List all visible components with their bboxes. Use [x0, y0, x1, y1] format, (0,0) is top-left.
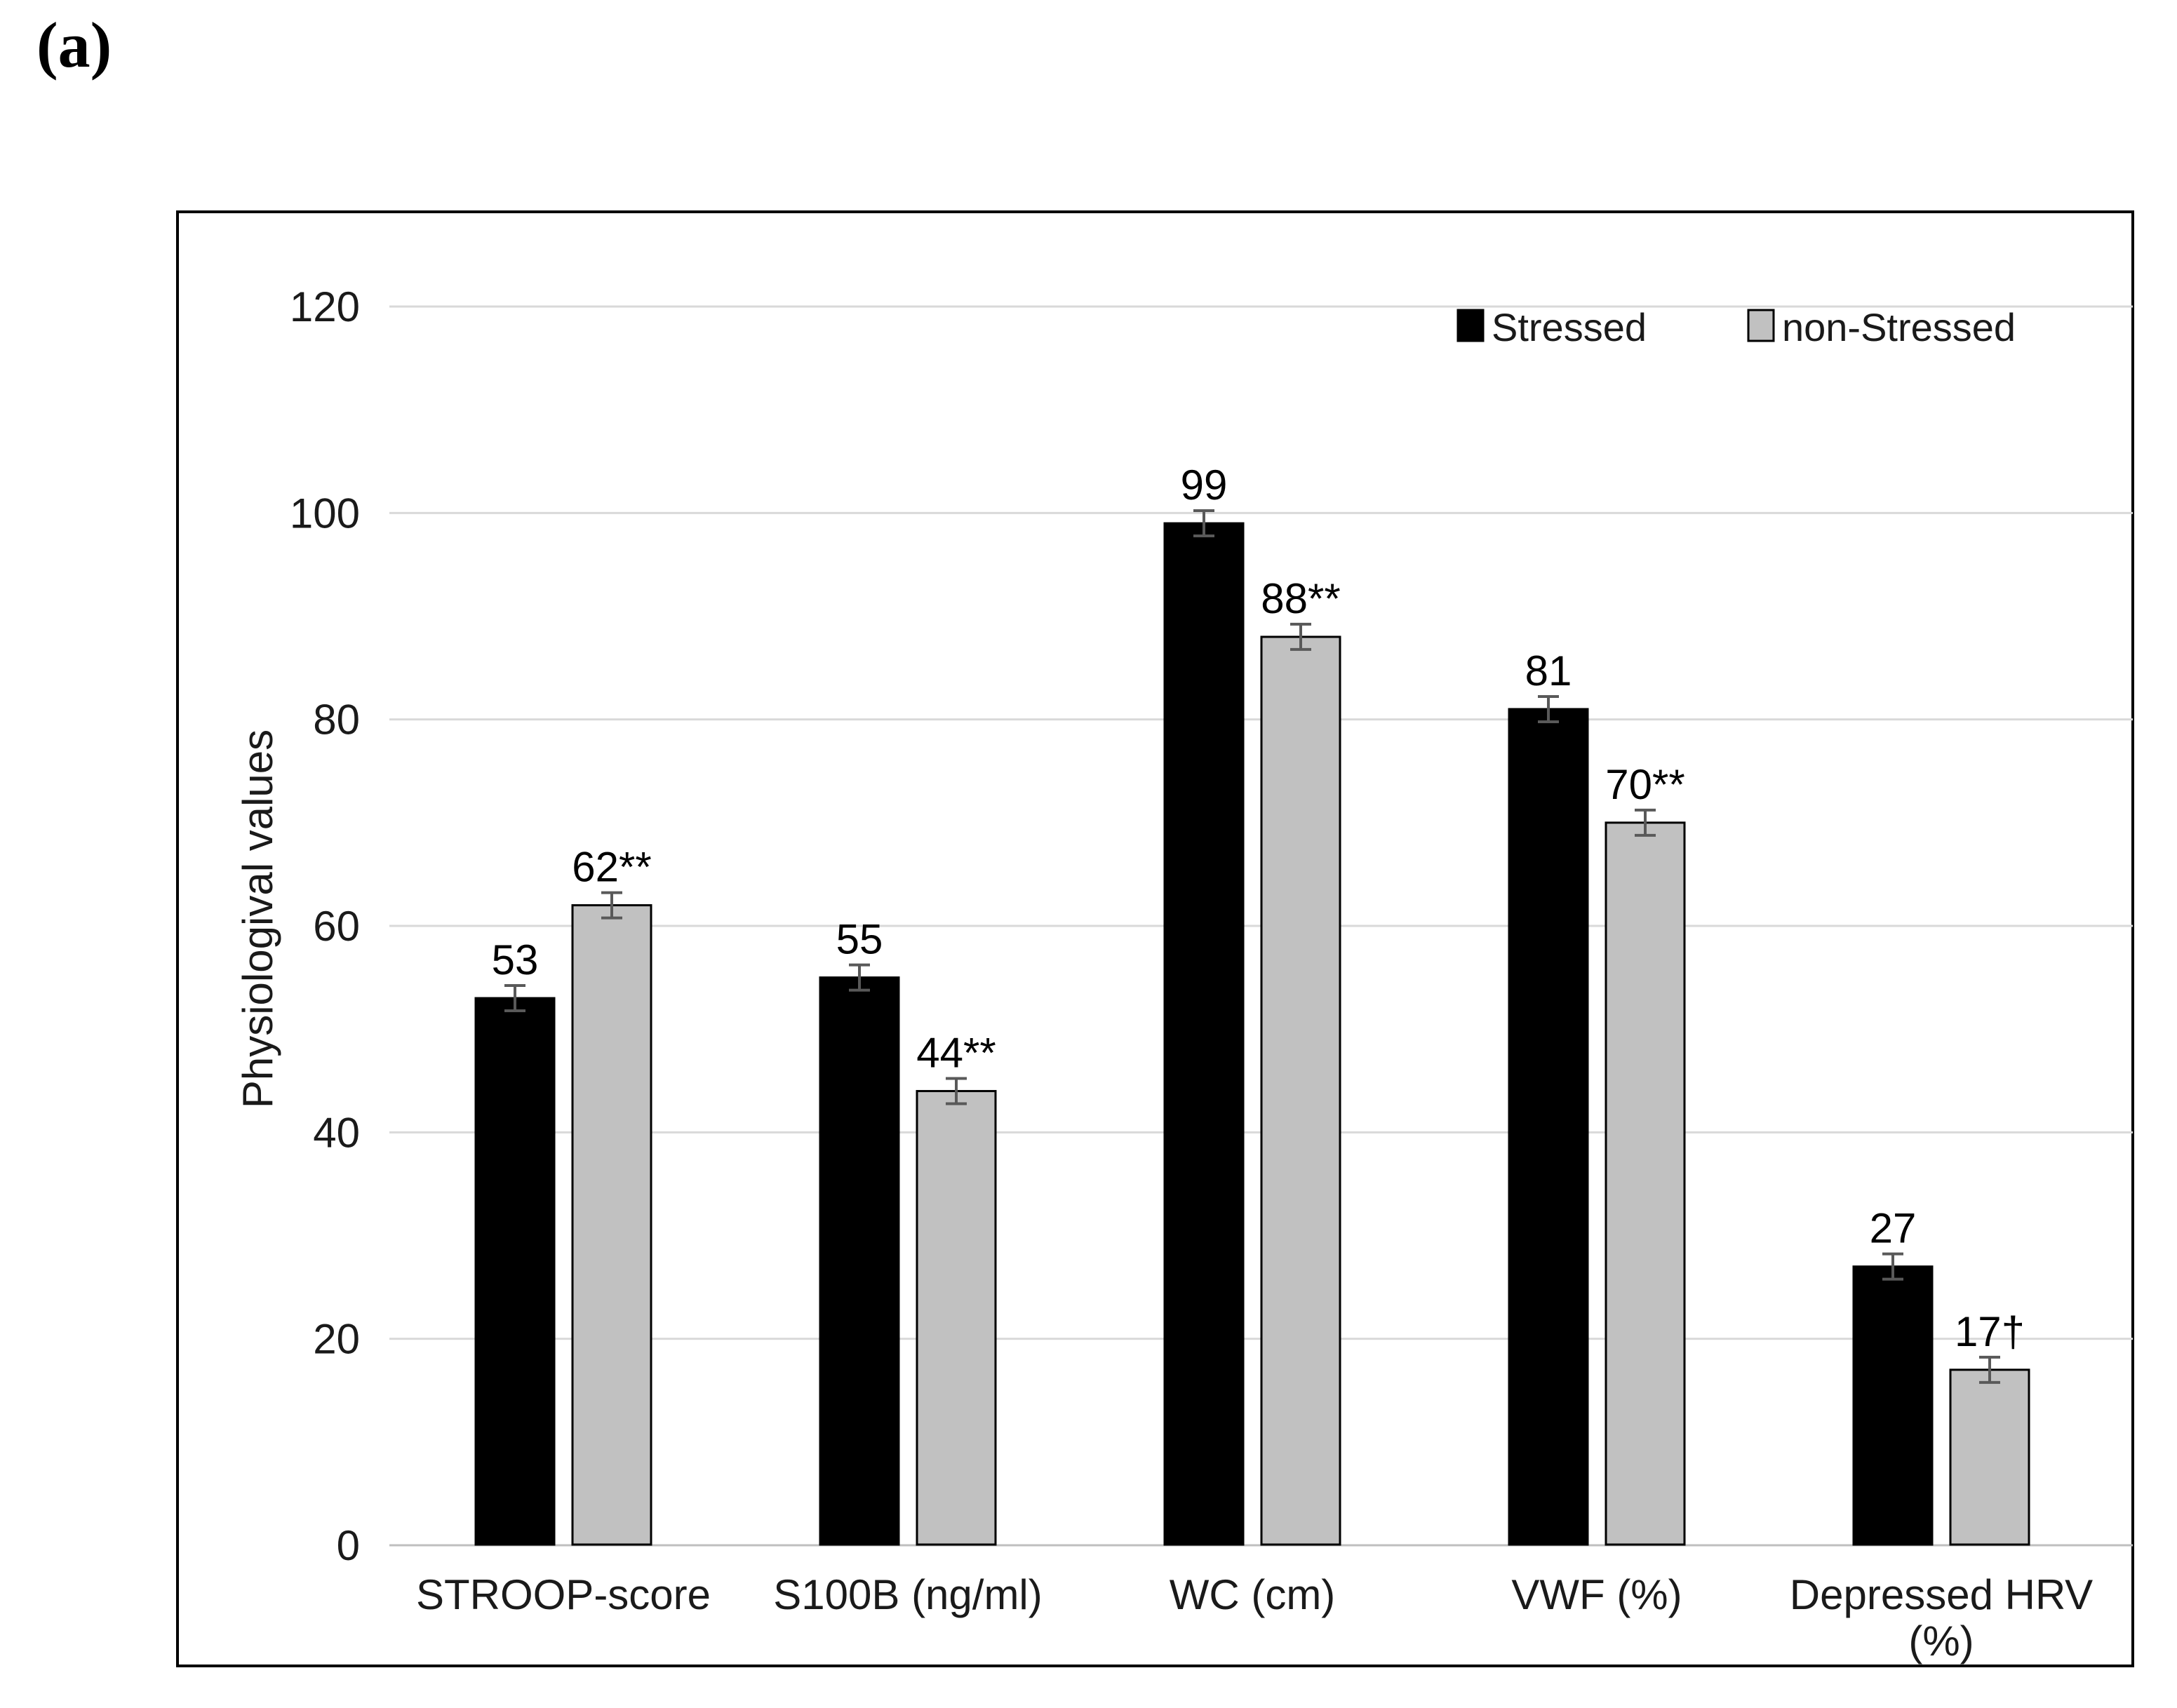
data-label-stressed-s100b-ng-ml: 55: [836, 916, 883, 963]
error-bar-non-stressed-s100b-ng-ml: [946, 1077, 967, 1105]
data-label-non-stressed-wc-cm: 88**: [1261, 575, 1340, 622]
x-category-label-stroop-score: STROOP-score: [416, 1571, 711, 1618]
panel-label: (a): [36, 9, 112, 81]
y-axis-title: Physiologival values: [234, 729, 281, 1108]
data-label-stressed-depressed-hrv: 27: [1870, 1205, 1917, 1252]
y-tick-label-120: 120: [290, 283, 360, 330]
error-bar-non-stressed-stroop-score: [601, 891, 622, 920]
bar-stressed-wc-cm: [1163, 522, 1245, 1546]
bar-non-stressed-wc-cm: [1260, 636, 1341, 1546]
error-bar-stressed-vwf: [1538, 694, 1559, 723]
data-label-stressed-vwf: 81: [1525, 647, 1572, 694]
legend-label-non-stressed: non-Stressed: [1782, 305, 2016, 349]
bar-non-stressed-depressed-hrv: [1949, 1369, 2030, 1546]
error-bar-stressed-stroop-score: [504, 984, 525, 1013]
data-label-non-stressed-vwf: 70**: [1605, 761, 1684, 808]
bar-stressed-depressed-hrv: [1852, 1265, 1934, 1546]
legend-marker-stressed: [1456, 309, 1485, 342]
bar-stressed-vwf: [1508, 708, 1589, 1546]
bar-stressed-s100b-ng-ml: [819, 976, 900, 1546]
error-bar-stressed-s100b-ng-ml: [849, 963, 870, 992]
data-label-stressed-wc-cm: 99: [1181, 462, 1228, 509]
x-category-label-s100b-ng-ml: S100B (ng/ml): [773, 1571, 1043, 1618]
data-label-non-stressed-s100b-ng-ml: 44**: [916, 1029, 996, 1076]
bar-stressed-stroop-score: [474, 997, 556, 1546]
data-label-non-stressed-stroop-score: 62**: [572, 844, 651, 891]
y-tick-label-0: 0: [337, 1522, 360, 1569]
bar-non-stressed-s100b-ng-ml: [916, 1089, 997, 1546]
error-bar-non-stressed-depressed-hrv: [1979, 1355, 2000, 1384]
y-tick-label-40: 40: [313, 1109, 360, 1156]
y-tick-label-20: 20: [313, 1316, 360, 1363]
bar-non-stressed-stroop-score: [571, 904, 652, 1546]
x-category-label-wc-cm: WC (cm): [1170, 1571, 1336, 1618]
x-category-label-vwf: VWF (%): [1511, 1571, 1682, 1618]
legend-label-stressed: Stressed: [1492, 305, 1647, 349]
error-bar-stressed-wc-cm: [1193, 509, 1214, 538]
x-category-label-depressed-hrv: Depressed HRV (%): [1790, 1571, 2093, 1665]
chart-frame: [176, 210, 2134, 1667]
y-tick-label-80: 80: [313, 697, 360, 744]
error-bar-non-stressed-vwf: [1635, 808, 1656, 837]
y-tick-label-100: 100: [290, 490, 360, 537]
error-bar-stressed-depressed-hrv: [1882, 1252, 1903, 1281]
error-bar-non-stressed-wc-cm: [1290, 622, 1311, 651]
data-label-non-stressed-depressed-hrv: 17†: [1955, 1308, 2025, 1355]
data-label-stressed-stroop-score: 53: [492, 936, 539, 983]
y-tick-label-60: 60: [313, 903, 360, 950]
bar-non-stressed-vwf: [1605, 821, 1686, 1546]
legend-marker-non-stressed: [1747, 309, 1775, 342]
